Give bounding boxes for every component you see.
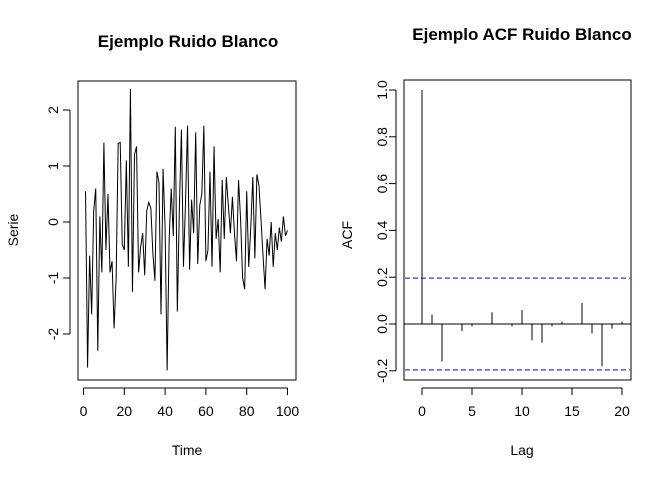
acf-y-tick-label: 0.8 (374, 127, 390, 147)
acf-y-tick-label: 0.6 (374, 174, 390, 194)
series-y-tick-label: 0 (45, 218, 61, 226)
series-x-tick-label: 0 (80, 403, 88, 419)
acf-y-tick-label: 1.0 (374, 80, 390, 100)
acf-y-tick-label: 0.4 (374, 220, 390, 240)
series-x-tick-label: 100 (276, 403, 300, 419)
series-x-tick-label: 80 (239, 403, 255, 419)
acf-x-label: Lag (510, 442, 533, 458)
series-chart: Ejemplo Ruido Blanco 0 20 40 60 80 100 -2 -1 0 1… (5, 32, 299, 458)
acf-chart: Ejemplo ACF Ruido Blanco 0 5 10 15 20 -0.2 0.… (339, 25, 632, 458)
series-y-tick-label: -1 (45, 272, 61, 285)
series-line (85, 88, 288, 371)
series-x-tick-label: 20 (117, 403, 133, 419)
series-x-axis: 0 20 40 60 80 100 (80, 387, 300, 419)
series-y-tick-label: 1 (45, 162, 61, 170)
acf-x-tick-label: 10 (514, 403, 530, 419)
acf-chart-title: Ejemplo ACF Ruido Blanco (412, 25, 631, 44)
series-x-tick-label: 40 (157, 403, 173, 419)
acf-plot-frame (403, 79, 632, 381)
acf-y-tick-label: -0.2 (374, 359, 390, 383)
series-x-label: Time (172, 442, 203, 458)
series-y-label: Serie (5, 213, 21, 246)
acf-x-tick-label: 5 (468, 403, 476, 419)
series-chart-title: Ejemplo Ruido Blanco (98, 32, 278, 51)
acf-x-tick-label: 0 (418, 403, 426, 419)
acf-x-tick-label: 20 (614, 403, 630, 419)
acf-x-tick-label: 15 (564, 403, 580, 419)
series-y-tick-label: -2 (45, 328, 61, 341)
acf-y-tick-label: 0.0 (374, 314, 390, 334)
series-x-tick-label: 60 (198, 403, 214, 419)
acf-y-tick-label: 0.2 (374, 267, 390, 287)
acf-bars (421, 90, 623, 367)
series-y-axis: -2 -1 0 1 2 (45, 106, 71, 341)
acf-x-axis: 0 5 10 15 20 (418, 387, 630, 419)
acf-y-axis: -0.2 0.0 0.2 0.4 0.6 0.8 1.0 (374, 80, 397, 383)
acf-y-label: ACF (339, 221, 355, 249)
series-plot-frame (77, 80, 297, 381)
series-y-tick-label: 2 (45, 106, 61, 114)
